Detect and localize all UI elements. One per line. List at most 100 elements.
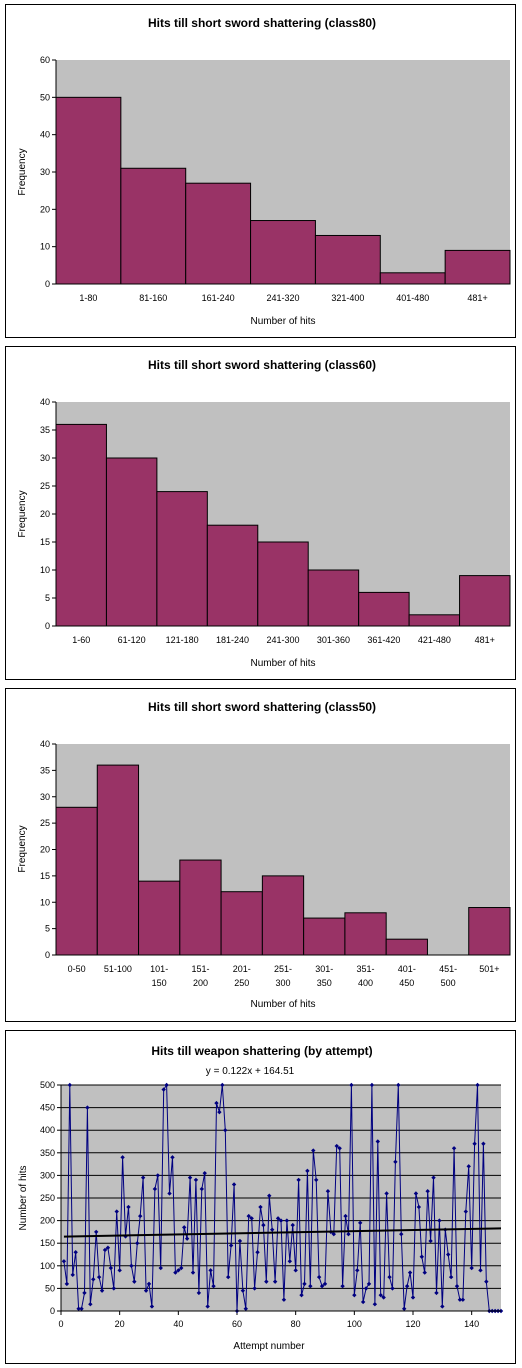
- data-point: [64, 1281, 70, 1287]
- y-tick-label: 20: [40, 845, 50, 855]
- histogram-bar: [303, 917, 346, 956]
- data-point: [267, 1193, 272, 1198]
- data-point: [91, 1277, 96, 1282]
- x-tick-label: 151-: [191, 964, 209, 974]
- x-axis-ticks: 1-80 81-160 161-240 241-320 321-400 401-480 48…: [79, 293, 487, 303]
- x-tick-label: 1-80: [79, 293, 97, 303]
- y-tick-label: 10: [40, 565, 50, 575]
- histogram-bar: [408, 614, 461, 627]
- histogram-bar: [55, 96, 122, 285]
- y-tick-label: 35: [40, 765, 50, 775]
- histogram-bar: [444, 249, 511, 285]
- data-point: [146, 1281, 152, 1287]
- x-tick-label: 350: [317, 978, 332, 988]
- x-axis-ticks: 1-60 61-120 121-180 181-240 241-300 301-360 36…: [72, 635, 495, 645]
- data-point: [340, 1283, 345, 1289]
- data-point: [255, 1250, 260, 1255]
- y-tick-label: 300: [40, 1170, 55, 1180]
- y-tick-label: 5: [45, 924, 50, 934]
- y-tick-label: 50: [45, 1283, 55, 1293]
- data-point: [102, 1247, 108, 1253]
- data-point: [252, 1286, 257, 1291]
- x-tick-label: 401-: [398, 964, 416, 974]
- data-point: [202, 1170, 207, 1176]
- x-tick-label: 251-: [274, 964, 292, 974]
- histogram-bar: [55, 423, 107, 627]
- data-point: [161, 1087, 166, 1092]
- y-tick-label: 250: [40, 1193, 55, 1203]
- data-point: [375, 1139, 380, 1144]
- y-tick-label: 400: [40, 1125, 55, 1135]
- x-tick-label: 0-50: [68, 964, 86, 974]
- histogram-bar: [206, 524, 259, 627]
- data-point: [481, 1141, 486, 1146]
- data-point: [448, 1274, 454, 1280]
- histogram-class50-panel: Hits till short sword shattering (class5…: [5, 688, 516, 1022]
- data-point: [290, 1222, 295, 1228]
- x-tick-label: 451-: [439, 964, 457, 974]
- data-point: [76, 1306, 81, 1311]
- x-axis-label: Number of hits: [250, 658, 315, 669]
- y-axis-ticks: 0 5 10 15 20 25 30 35 40: [40, 397, 56, 631]
- data-point: [149, 1304, 155, 1309]
- y-tick-label: 25: [40, 481, 50, 491]
- histogram-bar: [179, 859, 222, 956]
- data-point: [278, 1218, 284, 1223]
- y-tick-label: 200: [40, 1216, 55, 1226]
- x-tick-label: 481+: [467, 293, 487, 303]
- data-point: [167, 1191, 172, 1196]
- data-point: [475, 1082, 480, 1088]
- data-point: [114, 1209, 119, 1214]
- y-tick-label: 30: [40, 453, 50, 463]
- x-tick-label: 80: [291, 1319, 301, 1329]
- attempts-line-chart: Hits till weapon shattering (by attempt)…: [18, 1044, 504, 1352]
- y-tick-label: 20: [40, 509, 50, 519]
- x-tick-label: 40: [173, 1319, 183, 1329]
- data-point: [454, 1283, 460, 1289]
- histogram-bar: [250, 220, 316, 285]
- data-point: [319, 1283, 325, 1289]
- x-tick-label: 501+: [479, 964, 499, 974]
- histogram-bar: [307, 569, 360, 627]
- histogram-bar: [379, 272, 446, 285]
- x-tick-label: 200: [193, 978, 208, 988]
- chart-title: Hits till short sword shattering (class6…: [148, 358, 376, 372]
- x-tick-label: 150: [152, 978, 167, 988]
- data-point: [270, 1227, 275, 1232]
- x-tick-label: 61-120: [118, 635, 146, 645]
- data-point: [384, 1191, 389, 1196]
- chart-title: Hits till weapon shattering (by attempt): [151, 1044, 372, 1058]
- y-tick-label: 150: [40, 1238, 55, 1248]
- trendline-equation: y = 0.122x + 164.51: [206, 1066, 295, 1077]
- x-tick-label: 361-420: [367, 635, 400, 645]
- x-tick-label: 241-300: [266, 635, 299, 645]
- data-point: [264, 1279, 269, 1284]
- chart-title: Hits till short sword shattering (class5…: [148, 700, 376, 714]
- histogram-bar: [138, 880, 181, 956]
- data-point: [182, 1225, 187, 1230]
- data-point: [155, 1173, 160, 1178]
- x-tick-label: 250: [234, 978, 249, 988]
- histogram-bar: [468, 907, 511, 956]
- histogram-bar: [120, 167, 187, 285]
- y-tick-label: 10: [40, 242, 50, 252]
- y-tick-label: 0: [45, 621, 50, 631]
- histogram-bar: [261, 875, 305, 956]
- bar-group: [55, 423, 511, 627]
- y-tick-label: 5: [45, 593, 50, 603]
- histogram-class80-panel: Hits till short sword shattering (class8…: [5, 4, 516, 338]
- data-point: [284, 1218, 290, 1223]
- data-point: [108, 1265, 114, 1271]
- x-axis-label: Number of hits: [250, 316, 315, 327]
- y-tick-label: 0: [45, 950, 50, 960]
- x-tick-label: 351-: [357, 964, 375, 974]
- y-axis-label: Frequency: [17, 148, 28, 195]
- y-tick-label: 500: [40, 1080, 55, 1090]
- data-point: [484, 1279, 489, 1284]
- y-axis-ticks: 0 10 20 30 40 50 60: [40, 55, 56, 289]
- bar-group: [55, 96, 511, 285]
- x-tick-label: 20: [115, 1319, 125, 1329]
- data-point: [205, 1304, 210, 1309]
- data-point: [387, 1274, 392, 1280]
- y-axis-label: Frequency: [17, 490, 28, 537]
